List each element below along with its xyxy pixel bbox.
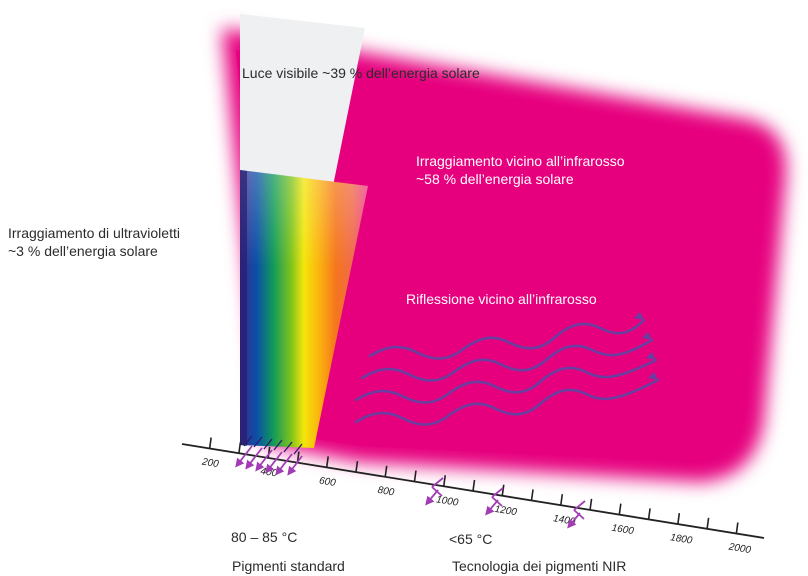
axis-tick-label: 1800 — [669, 532, 693, 546]
nir-label-line2: ~58 % dell’energia solare — [416, 171, 574, 187]
axis-tick — [530, 489, 534, 501]
axis-tick — [706, 517, 710, 529]
reflection-wave-1 — [368, 318, 646, 360]
axis-tick-label: 200 — [200, 456, 220, 470]
uv-label-line2: ~3 % dell’energia solare — [8, 243, 158, 259]
axis-tick — [238, 442, 242, 454]
uv-absorption-arrow-2 — [245, 447, 263, 470]
axis-tick-label: 2000 — [727, 541, 752, 556]
uv-absorption-arrow-6 — [287, 455, 303, 476]
axis-tick — [559, 494, 564, 506]
visible-light-beam — [240, 14, 365, 186]
axis-tick — [355, 460, 359, 473]
caption-nir: Tecnologia dei pigmenti NIR — [452, 557, 626, 575]
temp-nir-text: <65 °C — [449, 531, 493, 547]
uv-radiation-edge — [240, 170, 247, 446]
nir-reflect-chevron-1 — [431, 477, 444, 497]
visible-light-text: Luce visibile ~39 % dell’energia solare — [242, 65, 480, 81]
nir-label-line1: Irraggiamento vicino all’infrarosso — [416, 153, 625, 169]
uv-absorption-arrow-5 — [275, 453, 293, 476]
reflection-arrowheads — [634, 312, 658, 380]
uv-absorption-arrow-1 — [235, 445, 253, 468]
axis-tick — [384, 465, 388, 477]
caption-standard-text: Pigmenti standard — [232, 558, 345, 574]
axis-tick-label: 1200 — [494, 504, 518, 518]
axis-tick — [442, 475, 447, 487]
nir-reflection-waves — [354, 318, 660, 426]
spectrum-band-gloss — [240, 170, 368, 448]
axis-tick — [589, 498, 593, 511]
uv-absorption-arrow-4 — [265, 451, 283, 474]
nir-absorption-arrow-2 — [485, 499, 499, 516]
axis-tick-label: 1000 — [435, 494, 459, 508]
uv-radiation-label: Irraggiamento di ultravioletti ~3 % dell… — [8, 224, 180, 260]
temp-nir-label: <65 °C — [449, 530, 492, 548]
temp-standard-label: 80 – 85 °C — [231, 528, 297, 546]
axis-tick — [501, 484, 505, 496]
axis-tick-label: 1600 — [611, 523, 635, 537]
axis-tick — [325, 456, 329, 468]
axis-tick — [413, 470, 417, 482]
visible-light-label: Luce visibile ~39 % dell’energia solare — [242, 64, 480, 82]
nir-radiation-label: Irraggiamento vicino all’infrarosso ~58 … — [416, 152, 625, 188]
spectrum-chevrons — [243, 435, 303, 455]
axis-tick-label: 800 — [377, 485, 396, 499]
temp-standard-text: 80 – 85 °C — [231, 529, 298, 545]
uv-label-line1: Irraggiamento di ultravioletti — [8, 225, 180, 241]
caption-standard: Pigmenti standard — [232, 557, 345, 575]
axis-tick — [208, 437, 212, 449]
caption-nir-text: Tecnologia dei pigmenti NIR — [452, 558, 627, 574]
axis-tick — [677, 512, 681, 525]
axis-ticks — [208, 437, 739, 534]
axis-tick — [647, 508, 651, 520]
nir-absorption-arrow-1 — [425, 489, 439, 506]
axis-arrows — [235, 445, 586, 529]
nir-reflection-text: Riflessione vicino all’infrarosso — [406, 291, 597, 307]
axis-tick — [618, 503, 622, 515]
axis-tick — [267, 446, 271, 459]
reflection-wave-4 — [354, 378, 660, 426]
axis-tick-label: 600 — [318, 475, 337, 489]
reflection-wave-2 — [360, 338, 654, 382]
nir-reflection-label: Riflessione vicino all’infrarosso — [406, 290, 597, 308]
reflection-wave-3 — [354, 358, 658, 404]
axis-tick — [472, 479, 476, 492]
nir-radiation-core — [236, 50, 763, 462]
uv-absorption-arrow-3 — [255, 449, 273, 472]
axis-tick — [735, 522, 739, 534]
nir-absorption-arrow-3 — [567, 512, 581, 529]
